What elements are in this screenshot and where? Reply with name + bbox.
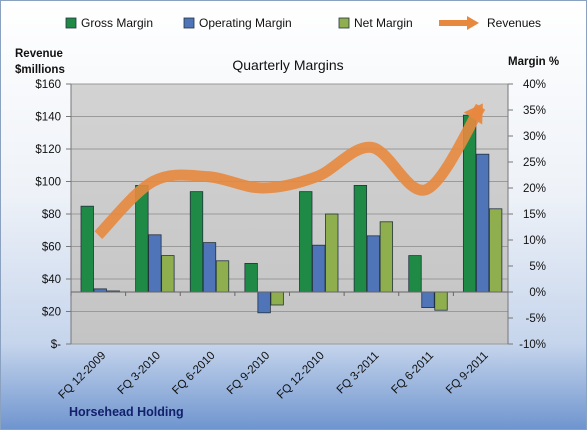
x-tick-label: FQ 9-2010 [225, 350, 272, 397]
left-axis-title-line2: $millions [15, 64, 65, 76]
bar-gross-margin-fq-9-2010 [245, 263, 258, 292]
left-tick-label: $100 [35, 177, 61, 189]
bar-net-margin-fq-3-2011 [380, 222, 393, 292]
legend-label-operating-margin: Operating Margin [199, 16, 292, 30]
right-tick-label: 25% [523, 157, 546, 169]
left-tick-label: $160 [35, 79, 61, 91]
legend-label-gross-margin: Gross Margin [81, 16, 153, 30]
x-tick-label: FQ 3-2010 [116, 350, 163, 397]
left-tick-label: $20 [42, 307, 61, 319]
legend-label-revenues: Revenues [487, 16, 541, 30]
left-tick-label: $140 [35, 112, 61, 124]
bar-gross-margin-fq-6-2010 [190, 192, 203, 292]
bar-gross-margin-fq-3-2011 [354, 185, 367, 292]
left-axis-title-line1: Revenue [15, 48, 63, 60]
bar-net-margin-fq-12-2010 [326, 214, 339, 292]
bar-net-margin-fq-9-2011 [489, 209, 502, 292]
right-tick-label: 30% [523, 131, 546, 143]
right-tick-label: -10% [519, 339, 546, 351]
right-tick-label: 0% [529, 287, 546, 299]
right-axis-title: Margin % [508, 56, 559, 68]
bar-net-margin-fq-9-2010 [271, 292, 284, 305]
right-tick-label: 35% [523, 105, 546, 117]
bar-gross-margin-fq-12-2010 [300, 192, 313, 292]
right-tick-label: 20% [523, 183, 546, 195]
legend-swatch-gross-margin [66, 18, 76, 28]
x-tick-label: FQ 9-2011 [444, 350, 491, 397]
x-tick-label: FQ 6-2011 [389, 350, 436, 397]
right-tick-label: 5% [529, 261, 546, 273]
chart-title: Quarterly Margins [232, 57, 343, 73]
legend: Gross Margin Operating Margin Net Margin Re… [66, 16, 541, 30]
left-tick-label: $40 [42, 274, 61, 286]
left-axis: $- $20 $40 $60 $80 $100 $120 $140 $160 [35, 79, 71, 351]
left-tick-label: $80 [42, 209, 61, 221]
bar-gross-margin-fq-12-2009 [81, 206, 94, 292]
legend-swatch-operating-margin [184, 18, 194, 28]
bar-operating-margin-fq-6-2011 [422, 292, 435, 308]
right-tick-label: 40% [523, 79, 546, 91]
x-tick-label: FQ 6-2010 [170, 350, 217, 397]
x-tick-label: FQ 12-2009 [57, 350, 109, 402]
bar-operating-margin-fq-6-2010 [203, 243, 216, 292]
x-tick-label: FQ 3-2011 [335, 350, 382, 397]
legend-arrow-revenues [467, 16, 479, 30]
bar-operating-margin-fq-12-2010 [313, 245, 326, 292]
right-tick-label: -5% [526, 313, 546, 325]
bar-gross-margin-fq-6-2011 [409, 256, 422, 292]
left-tick-label: $60 [42, 242, 61, 254]
bar-operating-margin-fq-9-2010 [258, 292, 271, 313]
bar-operating-margin-fq-3-2010 [149, 235, 162, 292]
x-tick-label: FQ 12-2010 [275, 350, 327, 402]
company-name: Horsehead Holding [69, 405, 184, 419]
left-tick-label: $120 [35, 144, 61, 156]
bar-net-margin-fq-6-2011 [435, 292, 448, 310]
bar-net-margin-fq-3-2010 [162, 256, 175, 292]
legend-label-net-margin: Net Margin [354, 16, 413, 30]
bar-gross-margin-fq-3-2010 [136, 185, 149, 292]
right-tick-label: 10% [523, 235, 546, 247]
left-tick-label: $- [51, 339, 61, 351]
bar-operating-margin-fq-3-2011 [367, 236, 380, 292]
bar-net-margin-fq-6-2010 [216, 261, 229, 292]
legend-swatch-net-margin [339, 18, 349, 28]
bar-operating-margin-fq-9-2011 [476, 154, 489, 292]
right-tick-label: 15% [523, 209, 546, 221]
right-axis: -10% -5% 0% 5% 10% 15% 20% 25% 30% 35% 40% [508, 79, 546, 351]
